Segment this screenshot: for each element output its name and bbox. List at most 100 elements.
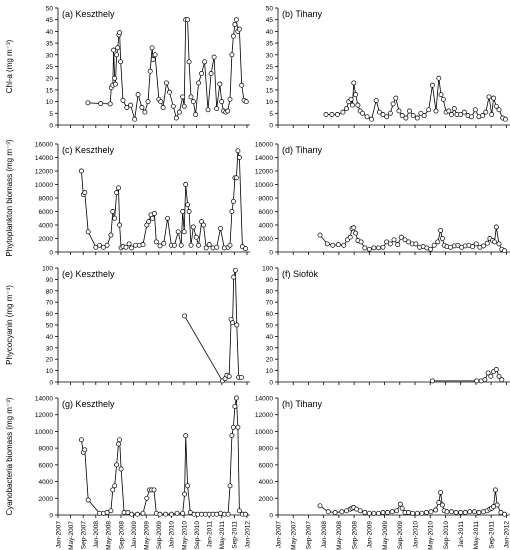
y-tick-label: 16000 <box>35 142 53 149</box>
y-tick-label: 35 <box>266 41 274 48</box>
y-tick-label: 8000 <box>39 446 54 453</box>
data-point <box>384 239 390 245</box>
data-point <box>493 367 499 372</box>
data-point <box>205 107 211 113</box>
data-point <box>239 82 245 88</box>
data-point <box>470 244 476 250</box>
data-point <box>112 483 118 489</box>
data-point <box>227 96 233 102</box>
data-point <box>493 103 499 109</box>
data-point <box>214 106 220 112</box>
data-point <box>129 511 135 517</box>
data-point <box>183 182 189 187</box>
data-point <box>170 103 176 109</box>
data-point <box>351 80 357 86</box>
data-point <box>439 502 445 508</box>
y-tick-label: 10000 <box>255 429 273 436</box>
y-tick-label: 8000 <box>39 196 54 203</box>
data-point <box>317 232 323 238</box>
data-point <box>206 242 212 248</box>
x-tick-label: May-2008 <box>336 521 343 550</box>
data-point <box>190 224 196 230</box>
y-tick-label: 0 <box>269 250 273 257</box>
data-point <box>227 483 233 489</box>
data-point <box>358 239 364 245</box>
data-point <box>157 511 163 517</box>
data-point <box>173 115 179 121</box>
data-point <box>214 244 220 250</box>
data-point <box>180 510 186 516</box>
data-point <box>145 99 151 105</box>
data-point <box>230 198 236 204</box>
data-point <box>492 487 498 493</box>
panel-d: 0 2000 4000 6000 8000 10000 12000 14000 16000 (d)… <box>255 142 510 257</box>
data-point <box>473 241 479 247</box>
x-tick-label: May-2007 <box>291 521 298 550</box>
y-tick-label: 10 <box>46 99 54 106</box>
data-point <box>180 209 186 214</box>
data-point <box>323 112 329 117</box>
data-point <box>151 487 157 493</box>
data-point <box>369 116 375 122</box>
data-point <box>406 239 412 245</box>
x-tick-label: May-2011 <box>219 521 226 550</box>
data-point <box>178 242 184 248</box>
panel-h: 0 2000 4000 6000 8000 10000 12000 14000 Jan-2007… <box>255 396 510 550</box>
data-point <box>413 241 419 247</box>
data-point <box>117 437 123 443</box>
data-point <box>384 114 390 120</box>
data-point <box>82 190 88 196</box>
data-point <box>227 242 233 248</box>
data-point <box>233 395 239 401</box>
data-point <box>140 242 146 248</box>
x-tick-label: Jan-2008 <box>321 521 328 548</box>
data-point <box>449 509 454 515</box>
y-tick-label: 5 <box>269 111 273 118</box>
y-tick-label: 10000 <box>35 182 53 189</box>
x-tick-label: May-2009 <box>143 521 150 550</box>
data-point <box>150 215 155 221</box>
data-point <box>476 510 482 515</box>
y-tick-label: 80 <box>266 288 274 295</box>
y-tick-label: 30 <box>46 52 54 59</box>
y-tick-label: 14000 <box>255 155 273 162</box>
data-point <box>232 21 238 27</box>
data-point <box>410 510 416 516</box>
data-point <box>202 59 208 65</box>
data-point <box>446 108 452 114</box>
data-point <box>380 112 386 117</box>
y-tick-label: 70 <box>266 300 274 307</box>
y-tick-label: 80 <box>46 288 54 295</box>
data-point <box>225 511 231 517</box>
data-point <box>402 237 408 243</box>
y-tick-label: 20 <box>46 76 54 83</box>
y-tick-label: 30 <box>266 345 274 352</box>
data-point <box>139 105 145 110</box>
y-tick-label: 30 <box>46 345 54 352</box>
data-point <box>238 374 244 380</box>
data-point <box>362 245 368 251</box>
data-point <box>426 107 432 113</box>
data-point <box>175 229 181 235</box>
data-point <box>132 116 138 122</box>
data-point <box>393 95 399 101</box>
data-point <box>186 209 192 214</box>
y-axis-label: Cyanobacteria biomass (mg m⁻³) <box>5 397 14 515</box>
data-point <box>435 239 441 245</box>
data-point <box>433 507 439 513</box>
x-tick-label: Jan-2007 <box>275 521 282 548</box>
data-point <box>219 99 225 105</box>
y-tick-label: 16000 <box>255 142 273 149</box>
data-point <box>438 92 444 98</box>
data-point <box>112 215 118 221</box>
data-point <box>114 52 120 58</box>
data-point <box>376 245 381 251</box>
data-point <box>98 101 104 106</box>
data-point <box>158 99 164 105</box>
y-tick-label: 0 <box>49 380 53 387</box>
y-tick-label: 20 <box>46 357 54 364</box>
data-point <box>360 110 365 116</box>
data-point <box>380 510 386 515</box>
data-point <box>334 112 340 117</box>
